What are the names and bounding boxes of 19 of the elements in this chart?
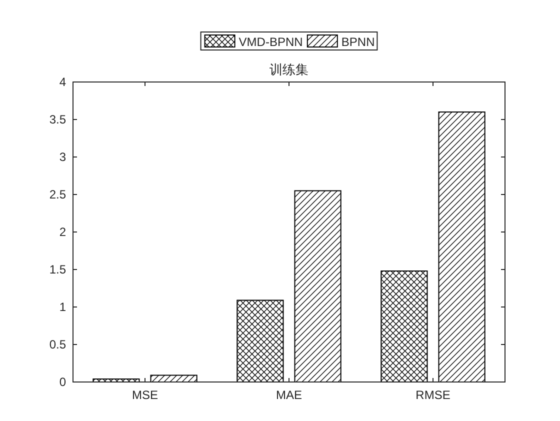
bar <box>236 300 284 382</box>
y-tick-label: 1.5 <box>49 262 66 276</box>
y-tick-label: 3 <box>59 150 66 164</box>
bar <box>438 112 486 382</box>
legend-label: VMD-BPNN <box>238 35 303 49</box>
y-tick-label: 0 <box>59 375 66 389</box>
y-tick-label: 2 <box>59 225 66 239</box>
y-tick-label: 0.5 <box>49 338 66 352</box>
x-tick-label: MAE <box>276 388 302 402</box>
y-tick-label: 1 <box>59 300 66 314</box>
bar <box>380 270 428 382</box>
x-tick-label: RMSE <box>416 388 450 402</box>
x-tick-label: MSE <box>132 388 158 402</box>
y-tick-label: 4 <box>59 75 66 89</box>
chart-title: 训练集 <box>270 62 308 77</box>
bar <box>294 190 342 382</box>
legend-label: BPNN <box>341 35 375 49</box>
y-tick-label: 2.5 <box>49 188 66 202</box>
y-tick-label: 3.5 <box>49 112 66 126</box>
